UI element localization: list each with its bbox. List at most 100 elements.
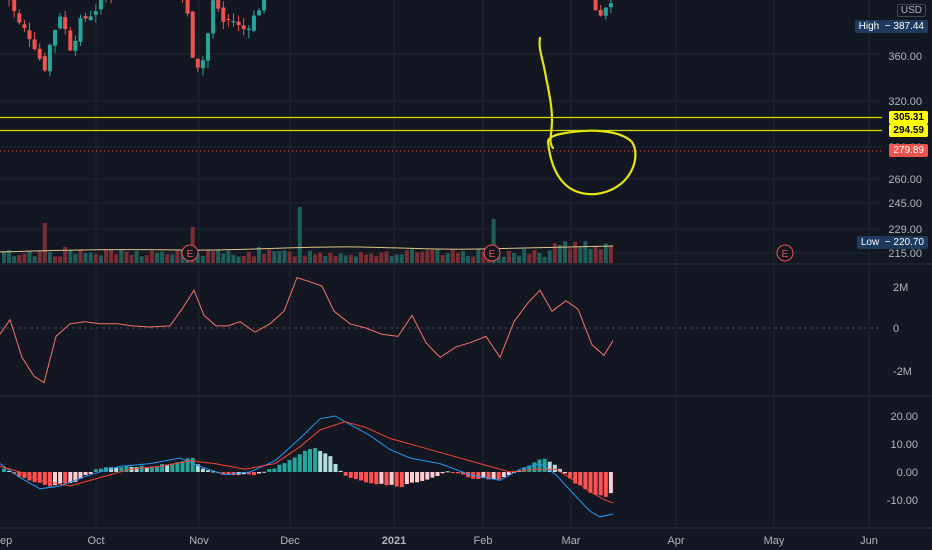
volume-bar [37,251,42,263]
low-price-label: Low − 220.70 [856,236,928,249]
volume-bar [364,254,369,263]
candle-body [257,10,261,16]
volume-bar [501,256,506,263]
candle-body [236,21,241,26]
volume-bar [496,256,501,263]
volume-bar [119,249,124,263]
macd-histogram-bar [420,472,425,481]
low-label-text: Low [860,237,880,248]
volume-bar [598,249,603,263]
macd-histogram-bar [190,457,195,472]
macd-histogram-bar [364,472,369,483]
time-axis-tick: Dec [280,535,300,547]
macd-histogram-bar [410,472,414,483]
volume-bar [47,252,52,263]
macd-histogram-bar [226,472,231,475]
macd-histogram-bar [369,472,374,484]
volume-bar [557,244,562,263]
macd-histogram-bar [200,468,205,472]
candle-body [190,11,195,58]
macd-histogram-bar [476,472,481,479]
candle-body [608,3,613,8]
macd-histogram-bar [517,471,522,473]
earnings-marker-may [776,244,794,262]
macd-histogram-bar [308,449,312,472]
volume-bar [129,255,134,263]
price-axis-tick: 215.00 [888,248,922,260]
candle-body [68,30,73,51]
high-price-label: High − 387.44 [854,20,928,33]
volume-bar [517,255,522,263]
macd-histogram-bar [486,472,491,480]
volume-bar [328,252,333,263]
volume-bar [476,249,481,263]
macd-histogram-bar [552,464,557,472]
candle-body [93,11,98,15]
macd-histogram-bar [144,467,149,472]
macd-histogram-bar [603,472,608,497]
volume-bar [251,256,256,263]
macd-histogram-bar [17,472,22,477]
macd-histogram-bar [2,468,6,472]
volume-bar [139,256,144,263]
macd-histogram-bar [389,472,394,485]
price-axis-tick: 260.00 [888,174,922,186]
volume-bar [353,256,358,263]
volume-bar [109,250,114,263]
volume-bar [226,250,231,263]
volume-bar [93,253,98,263]
macd-histogram-bar [124,465,129,472]
macd-histogram-bar [58,472,63,484]
volume-bar [114,254,119,263]
macd-histogram-bar [68,472,73,484]
volume-bar [155,252,159,263]
volume-bar [537,252,542,263]
volume-bar [17,254,22,263]
volume-bar [221,253,226,263]
high-label-value: 387.44 [893,21,924,32]
currency-label[interactable]: USD [896,4,926,17]
annotation-circle [546,129,637,196]
volume-bar [200,255,205,263]
macd-histogram-bar [542,458,547,472]
volume-bar [246,251,251,263]
earnings-marker-feb-label: E [489,249,496,260]
macd-histogram-bar [22,472,27,479]
candle-body [47,44,52,72]
time-axis-tick: ep [0,535,12,547]
volume-bar [466,255,471,263]
candle-body [251,15,256,31]
macd-histogram-bar [63,472,68,484]
macd-histogram-bar [42,472,47,485]
volume-bar [573,241,578,263]
macd-histogram-bar [399,472,404,488]
volume-bar [481,251,486,263]
volume-bar [415,252,420,263]
time-axis-tick: Feb [474,535,493,547]
macd-histogram-bar [114,467,119,472]
macd-histogram-bar [195,464,200,472]
macd-histogram-bar [297,454,302,472]
volume-bar [236,256,241,263]
time-axis-tick: May [764,535,785,547]
candle-body [83,16,88,19]
volume-bar [608,245,613,263]
volume-bar [63,247,68,263]
macd-histogram-bar [175,462,180,472]
candle-body [185,0,190,14]
macd-histogram-bar [287,460,292,472]
macd-histogram-bar [547,461,552,472]
volume-bar [369,253,374,263]
candle-body [246,28,251,31]
volume-bar [12,256,17,263]
time-axis-tick: Oct [87,535,104,547]
volume-bar [32,256,37,263]
volume-bar [450,249,455,263]
macd-histogram-bar [445,471,450,473]
earnings-marker-may-label: E [782,249,789,260]
volume-bar [522,249,527,263]
volume-bar [195,253,200,263]
volume-bar [593,246,598,263]
volume-bar [231,254,236,263]
